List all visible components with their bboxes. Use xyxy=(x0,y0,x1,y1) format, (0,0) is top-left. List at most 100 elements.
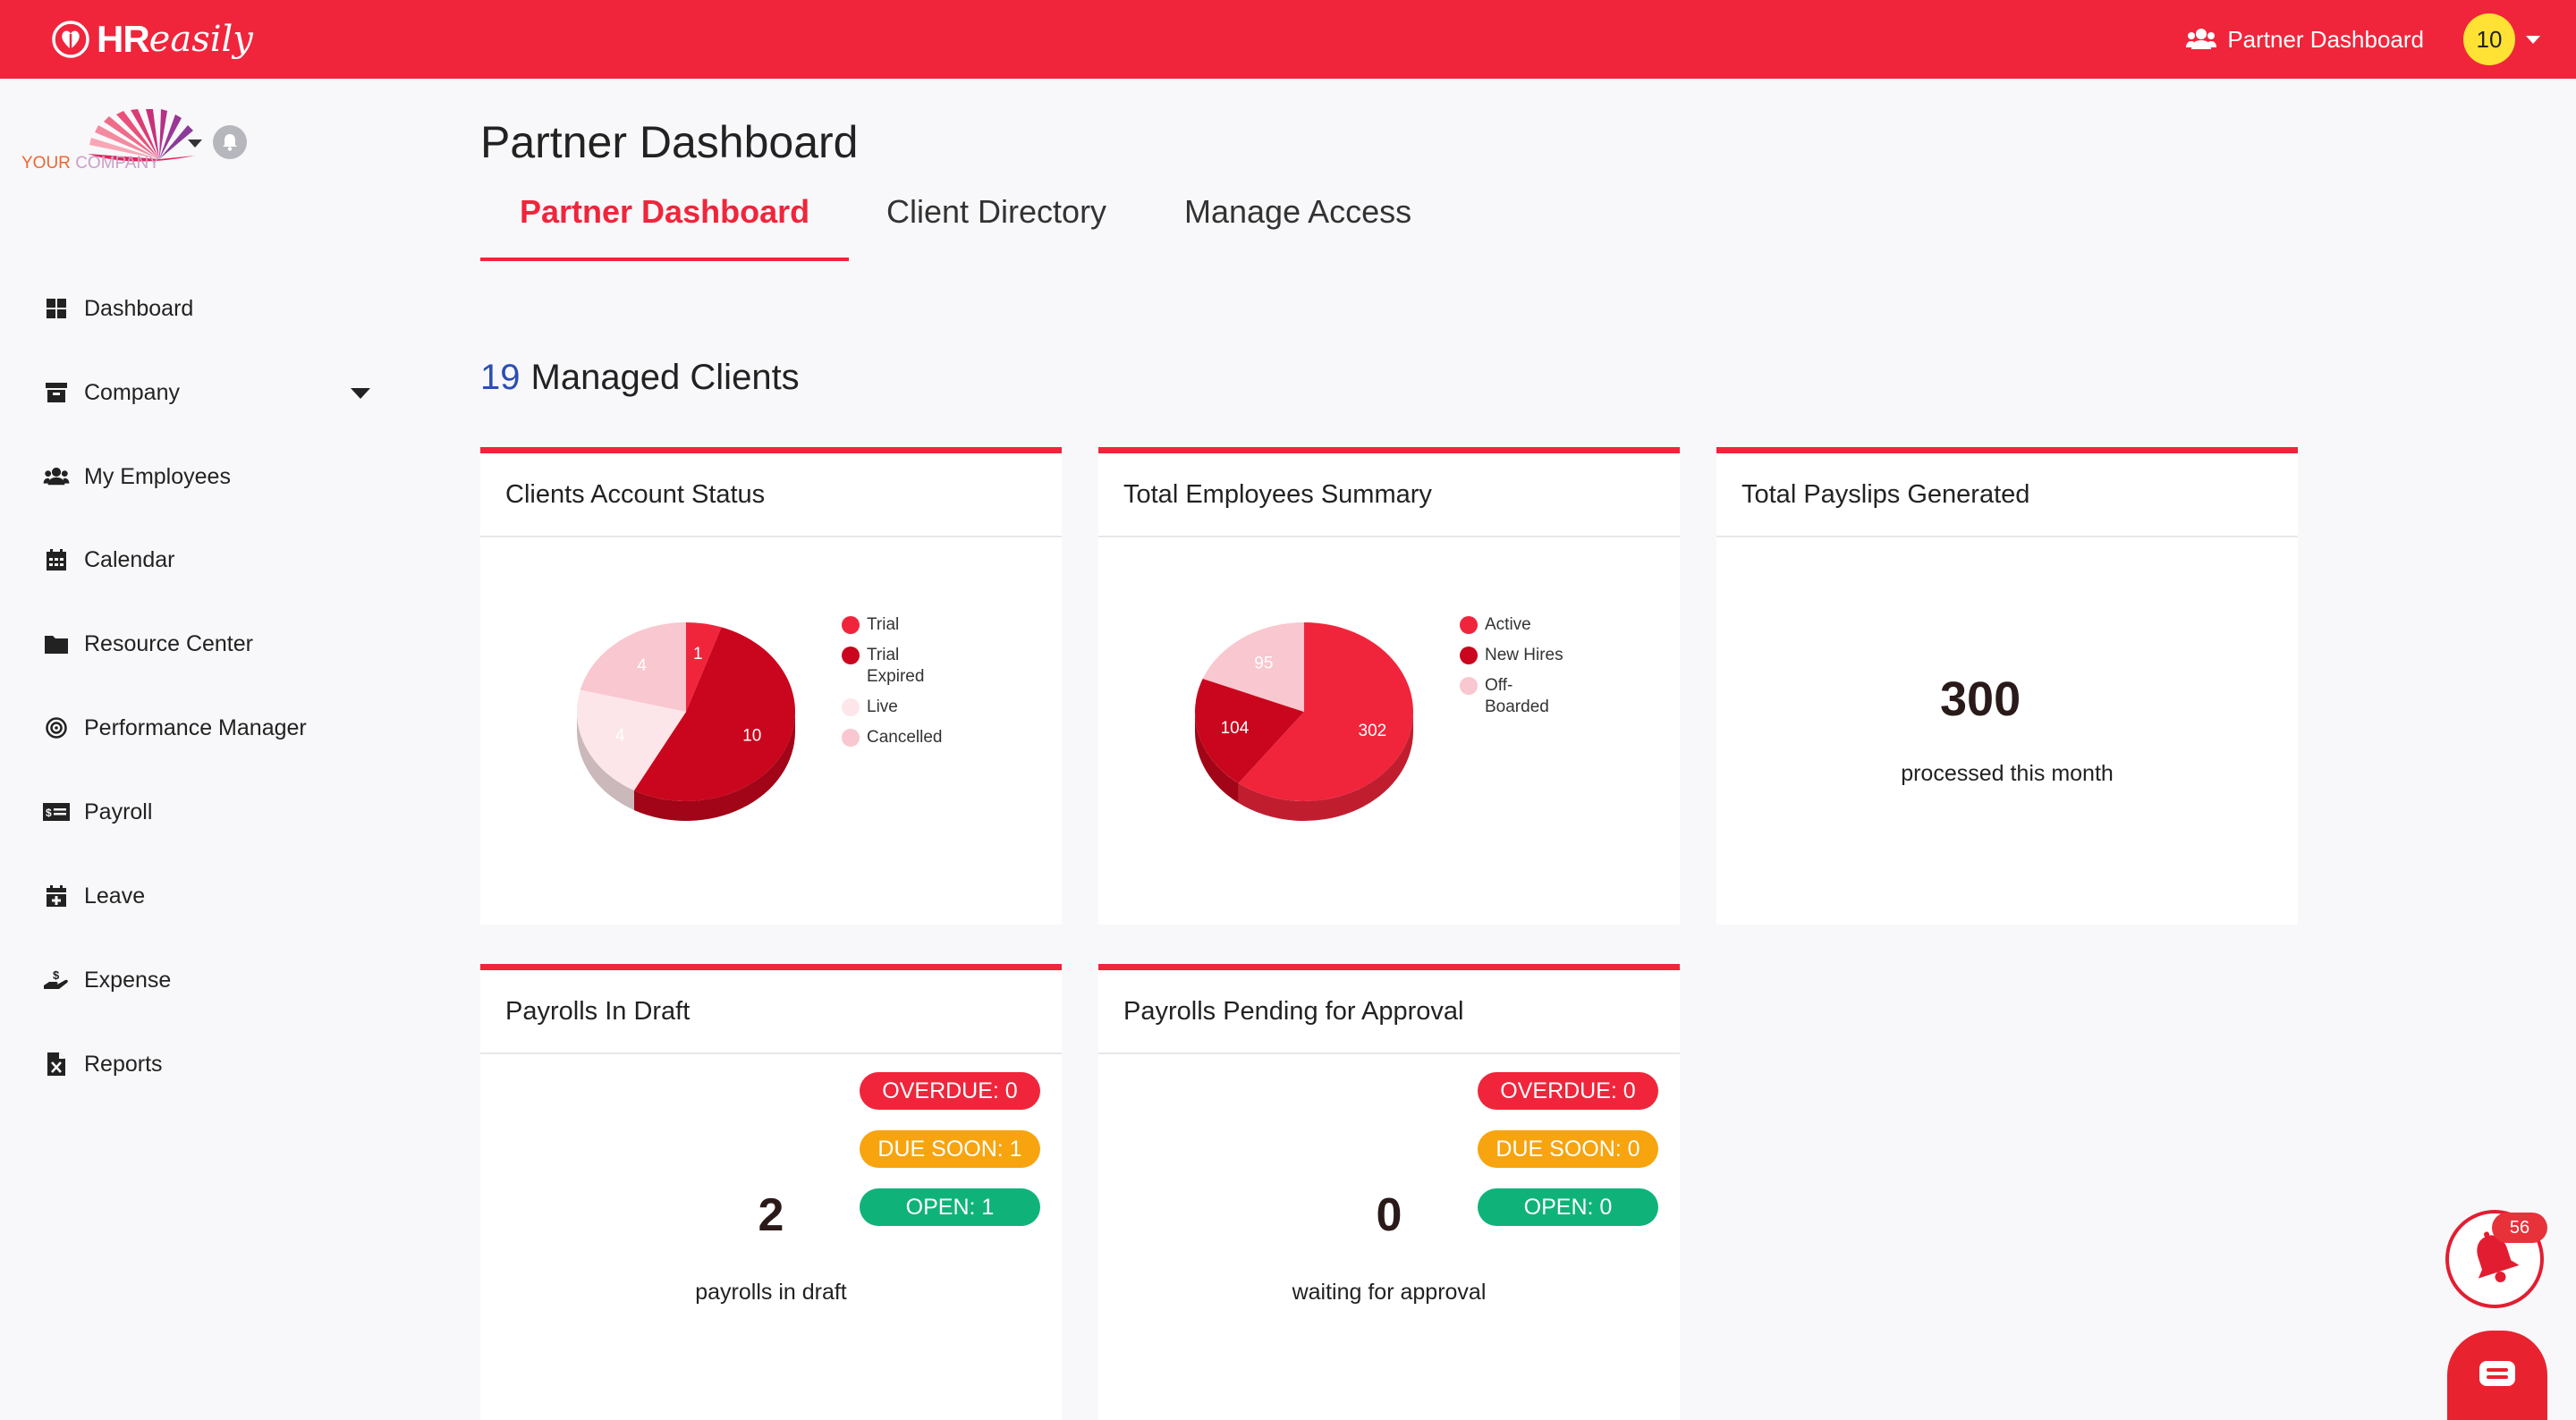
calendar-plus-icon xyxy=(43,883,70,909)
company-logo-text: YOUR COMPANY xyxy=(21,154,160,173)
pie-side-active xyxy=(1238,712,1413,821)
card-total-employees-summary: Total Employees Summary 302 104 95 Active … xyxy=(1098,447,1680,925)
open-badge[interactable]: OPEN: 1 xyxy=(860,1188,1040,1226)
payslips-count: 300 xyxy=(1940,672,2021,726)
due-soon-badge[interactable]: DUE SOON: 1 xyxy=(860,1130,1040,1168)
company-fan-logo-icon xyxy=(88,109,195,162)
card-title: Total Payslips Generated xyxy=(1716,453,2298,537)
sidebar-item-performance-manager[interactable]: Performance Manager xyxy=(43,706,383,750)
partner-dashboard-link[interactable]: Partner Dashboard xyxy=(2227,25,2424,53)
sidebar-item-dashboard[interactable]: Dashboard xyxy=(43,286,383,331)
hreasily-logo[interactable]: HR easily xyxy=(50,16,253,63)
card-title: Total Employees Summary xyxy=(1098,453,1680,537)
pie-data-label: 104 xyxy=(1221,719,1250,738)
tab-manage-access[interactable]: Manage Access xyxy=(1184,193,1412,230)
payslips-caption: processed this month xyxy=(1901,761,2114,786)
bell-icon xyxy=(2477,1231,2520,1282)
managed-clients-count: 19 xyxy=(480,358,521,397)
legend-dot xyxy=(842,616,860,634)
sidebar-item-label: Calendar xyxy=(84,546,175,572)
sidebar-item-my-employees[interactable]: My Employees xyxy=(43,454,383,499)
legend-dot xyxy=(1460,647,1478,664)
managed-clients-heading: 19 Managed Clients xyxy=(480,358,800,398)
pie-slice-active[interactable] xyxy=(1238,622,1413,801)
money-bill-icon: $ xyxy=(43,799,70,825)
svg-text:$: $ xyxy=(46,807,52,819)
archive-box-icon xyxy=(43,379,70,406)
pie-side-live xyxy=(577,712,634,810)
legend-item-cancelled[interactable]: Cancelled xyxy=(842,727,943,748)
pie-slice-trial[interactable] xyxy=(686,622,722,712)
legend-dot xyxy=(842,698,860,716)
card-total-payslips-generated: Total Payslips Generated 300 processed t… xyxy=(1716,447,2298,925)
sidebar-item-label: Dashboard xyxy=(84,295,194,321)
due-soon-badge[interactable]: DUE SOON: 0 xyxy=(1478,1130,1658,1168)
account-status-pie-chart: 1 10 4 4 xyxy=(577,622,795,821)
sidebar-item-company[interactable]: Company xyxy=(43,370,383,415)
card-payrolls-pending-approval: Payrolls Pending for Approval OVERDUE: 0… xyxy=(1098,964,1680,1420)
chat-button[interactable] xyxy=(2447,1331,2547,1420)
legend-dot xyxy=(842,647,860,664)
pie-side-new-hires xyxy=(1195,712,1239,803)
pie-data-label: 1 xyxy=(693,645,703,664)
user-avatar-badge[interactable]: 10 xyxy=(2463,13,2515,65)
pie-data-label: 4 xyxy=(637,656,647,675)
legend-dot xyxy=(1460,616,1478,634)
legend-dot xyxy=(842,729,860,747)
legend-item-live[interactable]: Live xyxy=(842,697,943,718)
sidebar-item-label: Expense xyxy=(84,967,172,993)
sidebar-item-payroll[interactable]: $ Payroll xyxy=(43,790,383,834)
legend-item-off-boarded[interactable]: Off-Boarded xyxy=(1460,675,1558,718)
legend-item-active[interactable]: Active xyxy=(1460,614,1563,636)
tab-bar: Partner Dashboard Client Directory Manag… xyxy=(480,184,1554,261)
page-title: Partner Dashboard xyxy=(480,117,859,167)
svg-text:$: $ xyxy=(53,969,60,982)
pie-data-label: 95 xyxy=(1254,654,1273,672)
overdue-badge[interactable]: OVERDUE: 0 xyxy=(1478,1072,1658,1110)
sidebar-item-resource-center[interactable]: Resource Center xyxy=(43,621,383,666)
company-switch-caret-icon[interactable] xyxy=(188,139,202,148)
payrolls-pending-count: 0 xyxy=(1376,1189,1402,1241)
account-status-legend: Trial Trial Expired Live Cancelled xyxy=(842,614,943,757)
pie-slice-new-hires[interactable] xyxy=(1195,678,1304,783)
user-menu-caret-icon[interactable] xyxy=(2526,35,2540,44)
payrolls-draft-caption: payrolls in draft xyxy=(695,1280,847,1305)
pie-slice-cancelled[interactable] xyxy=(580,622,686,712)
sidebar-item-label: Company xyxy=(84,379,180,405)
hand-coin-icon: $ xyxy=(43,967,70,993)
tab-partner-dashboard[interactable]: Partner Dashboard xyxy=(480,184,849,261)
legend-dot xyxy=(1460,677,1478,695)
legend-item-trial[interactable]: Trial xyxy=(842,614,943,636)
sidebar-item-label: Reports xyxy=(84,1051,163,1077)
sidebar: YOUR COMPANY Dashboard Company My Employ… xyxy=(0,79,411,1420)
tab-client-directory[interactable]: Client Directory xyxy=(886,193,1107,230)
brand-easily: easily xyxy=(148,19,253,60)
company-logo[interactable]: YOUR COMPANY xyxy=(20,109,195,177)
sidebar-item-leave[interactable]: Leave xyxy=(43,874,383,918)
overdue-badge[interactable]: OVERDUE: 0 xyxy=(860,1072,1040,1110)
excel-file-icon xyxy=(43,1051,70,1078)
pie-side-trial-expired xyxy=(633,712,795,821)
employees-summary-pie-chart: 302 104 95 xyxy=(1195,622,1413,821)
top-bar: HR easily Partner Dashboard 10 xyxy=(0,0,2576,79)
sidebar-item-reports[interactable]: Reports xyxy=(43,1042,383,1086)
legend-item-new-hires[interactable]: New Hires xyxy=(1460,645,1563,666)
target-icon xyxy=(43,714,70,741)
card-title: Payrolls In Draft xyxy=(480,970,1062,1054)
pie-data-label: 10 xyxy=(742,727,761,746)
chat-icon xyxy=(2479,1361,2515,1386)
pie-slice-live[interactable] xyxy=(577,689,686,790)
open-badge[interactable]: OPEN: 0 xyxy=(1478,1188,1658,1226)
legend-item-trial-expired[interactable]: Trial Expired xyxy=(842,645,940,688)
chevron-down-icon[interactable] xyxy=(351,388,370,399)
sidebar-bell-icon[interactable] xyxy=(213,125,247,159)
users-icon xyxy=(43,463,70,490)
sidebar-item-expense[interactable]: $ Expense xyxy=(43,958,383,1002)
pie-slice-trial-expired[interactable] xyxy=(633,627,795,801)
brand-hr: HR xyxy=(97,18,150,60)
sidebar-item-calendar[interactable]: Calendar xyxy=(43,537,383,582)
payrolls-draft-count: 2 xyxy=(758,1189,784,1241)
pie-slice-off-boarded[interactable] xyxy=(1202,622,1304,712)
sidebar-item-label: Leave xyxy=(84,883,146,909)
notification-count-badge: 56 xyxy=(2492,1213,2547,1243)
